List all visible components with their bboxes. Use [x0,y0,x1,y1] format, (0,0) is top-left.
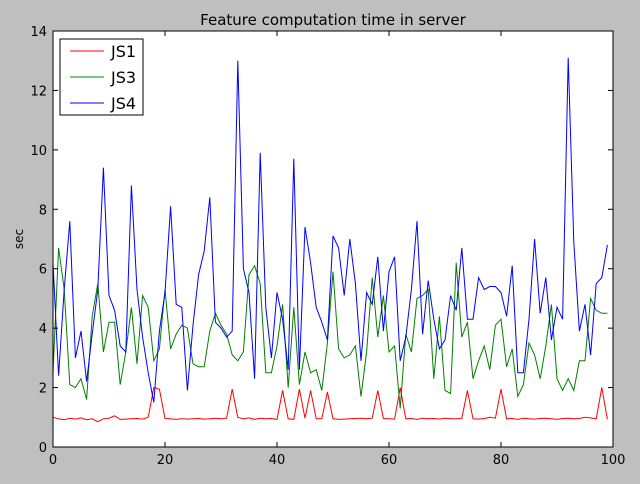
y-tick-label: 2 [39,382,47,397]
y-tick-label: 12 [30,84,47,99]
legend-label-js3: JS3 [110,68,136,87]
y-tick-label: 0 [39,441,47,456]
x-tick-label: 40 [269,453,286,468]
legend-label-js1: JS1 [110,42,136,61]
y-tick-label: 14 [30,25,47,40]
ticks-layer: 0 20 40 60 80 100 0 2 4 6 8 10 12 14 [30,25,625,468]
x-tick-label: 100 [601,453,626,468]
series-line-js1 [52,386,608,423]
series-line-js4 [52,57,608,403]
y-tick-label: 4 [39,322,47,337]
y-axis-label: sec [12,229,26,249]
x-tick-label: 20 [157,453,174,468]
legend: JS1 JS3 JS4 [59,38,144,116]
y-tick-label: 10 [30,144,47,159]
x-tick-label: 80 [493,453,510,468]
y-tick-label: 6 [39,263,47,278]
x-tick-label: 0 [49,453,57,468]
series-layer [52,57,608,423]
axes-frame [52,30,614,448]
series-line-js3 [52,247,608,409]
y-tick-label: 8 [39,203,47,218]
chart-title: Feature computation time in server [200,11,467,29]
legend-label-js4: JS4 [110,94,136,113]
x-tick-label: 60 [381,453,398,468]
